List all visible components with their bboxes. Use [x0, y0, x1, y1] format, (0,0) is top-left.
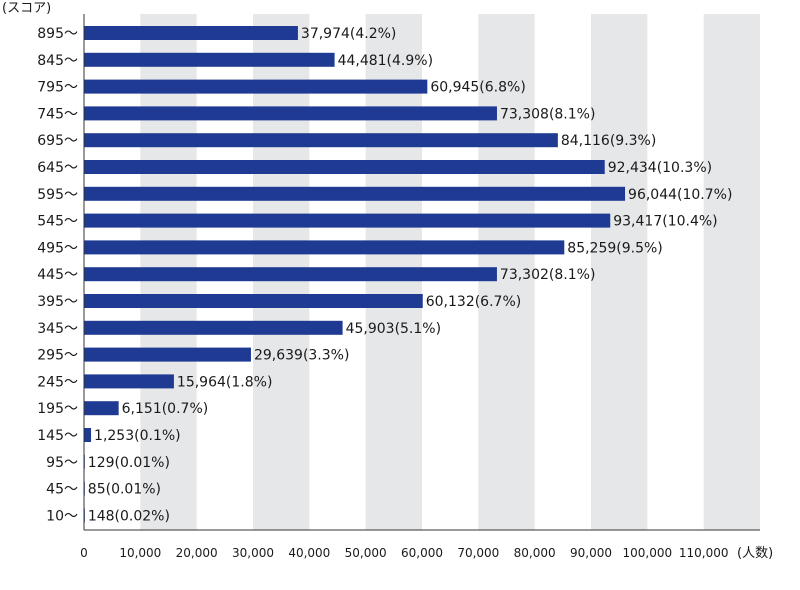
x-tick-label: 100,000: [623, 546, 673, 560]
value-label: 6,151(0.7%): [122, 401, 209, 417]
value-label: 37,974(4.2%): [301, 26, 396, 42]
category-label: 595～: [37, 187, 78, 203]
bar: [84, 133, 558, 148]
bar: [84, 213, 611, 228]
bar: [84, 401, 119, 416]
x-tick-label: 0: [80, 546, 88, 560]
category-label: 10～: [46, 508, 78, 524]
bar: [84, 79, 428, 94]
value-label: 29,639(3.3%): [254, 348, 349, 364]
labels-group: 895～ 37,974(4.2%) 845～ 44,481(4.9%) 795～ 60,9…: [37, 26, 732, 560]
category-label: 545～: [37, 214, 78, 230]
category-label: 795～: [37, 80, 78, 96]
value-label: 1,253(0.1%): [94, 428, 181, 444]
category-label: 95～: [46, 455, 78, 471]
x-tick-label: 40,000: [288, 546, 330, 560]
category-label: 195～: [37, 401, 78, 417]
category-label: 845～: [37, 53, 78, 69]
bar: [84, 428, 92, 442]
x-tick-label: 60,000: [401, 546, 443, 560]
x-tick-label: 80,000: [514, 546, 556, 560]
bar: [84, 26, 298, 40]
value-label: 85(0.01%): [88, 482, 161, 498]
x-tick-label: 20,000: [176, 546, 218, 560]
category-label: 895～: [37, 26, 78, 42]
x-unit-label: (人数): [737, 546, 773, 561]
value-label: 148(0.02%): [88, 508, 170, 524]
value-label: 93,417(10.4%): [613, 214, 717, 230]
value-label: 60,945(6.8%): [430, 80, 525, 96]
x-tick-label: 90,000: [570, 546, 612, 560]
value-label: 73,308(8.1%): [500, 106, 595, 122]
bar: [84, 186, 626, 201]
value-label: 84,116(9.3%): [561, 133, 656, 149]
grid-band: [591, 14, 648, 530]
value-label: 73,302(8.1%): [500, 267, 595, 283]
bar: [84, 320, 343, 335]
x-tick-label: 10,000: [119, 546, 161, 560]
x-tick-label: 110,000: [679, 546, 729, 560]
bar: [84, 267, 497, 282]
grid-band: [703, 14, 760, 530]
axes-group: [83, 14, 760, 531]
value-label: 15,964(1.8%): [177, 374, 272, 390]
grid-bands: [140, 14, 760, 530]
category-label: 145～: [37, 428, 78, 444]
value-label: 92,434(10.3%): [608, 160, 712, 176]
category-label: 45～: [46, 482, 78, 498]
category-label: 395～: [37, 294, 78, 310]
bar: [84, 374, 174, 389]
bar: [84, 294, 423, 308]
x-tick-label: 50,000: [345, 546, 387, 560]
bar: [84, 106, 497, 121]
y-unit-label: (スコア): [2, 1, 51, 16]
bar: [84, 347, 251, 362]
value-label: 45,903(5.1%): [346, 321, 441, 337]
category-label: 295～: [37, 348, 78, 364]
x-tick-label: 70,000: [457, 546, 499, 560]
value-label: 60,132(6.7%): [426, 294, 521, 310]
value-label: 129(0.01%): [88, 455, 170, 471]
x-tick-label: 30,000: [232, 546, 274, 560]
category-label: 695～: [37, 133, 78, 149]
category-label: 445～: [37, 267, 78, 283]
category-label: 495～: [37, 240, 78, 256]
category-label: 345～: [37, 321, 78, 337]
value-label: 96,044(10.7%): [628, 187, 732, 203]
category-label: 745～: [37, 106, 78, 122]
value-label: 44,481(4.9%): [338, 53, 433, 69]
bars-group: [84, 26, 626, 523]
category-label: 645～: [37, 160, 78, 176]
bar: [84, 52, 335, 67]
bar: [84, 240, 565, 255]
value-label: 85,259(9.5%): [567, 240, 662, 256]
bar: [84, 160, 605, 174]
category-label: 245～: [37, 374, 78, 390]
